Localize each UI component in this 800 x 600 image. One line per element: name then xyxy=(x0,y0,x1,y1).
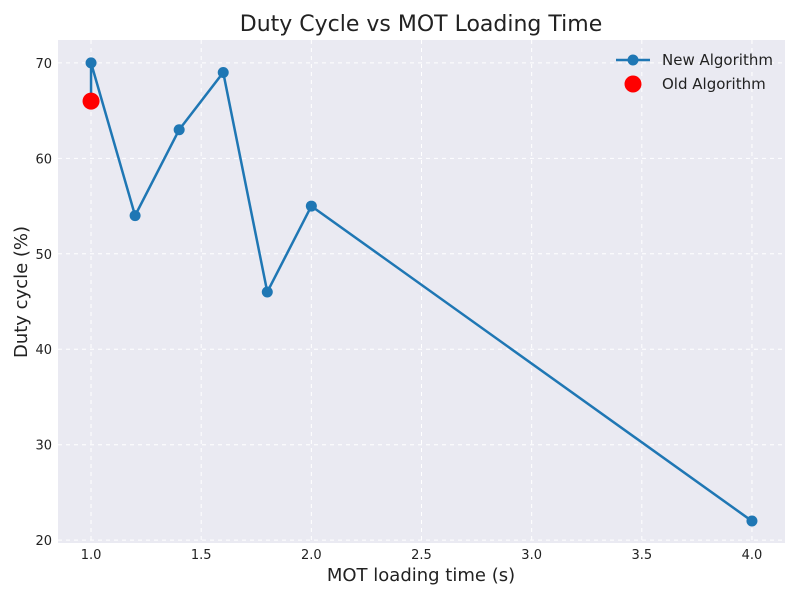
x-tick-label: 2.0 xyxy=(301,548,322,563)
new-algorithm-line xyxy=(89,62,753,523)
y-tick-label: 30 xyxy=(35,439,52,454)
new-algorithm-point xyxy=(129,210,141,222)
x-tick-label: 1.5 xyxy=(191,548,212,563)
y-tick-label: 40 xyxy=(35,343,52,358)
y-tick-label: 20 xyxy=(35,534,52,549)
new-algorithm-point xyxy=(85,57,97,69)
legend-old-algorithm-marker xyxy=(624,75,642,93)
new-algorithm-point xyxy=(261,286,273,298)
y-tick-label: 70 xyxy=(35,57,52,72)
legend-old-algorithm-label: Old Algorithm xyxy=(662,75,766,93)
x-axis-ticks: 1.0 1.5 2.0 2.5 3.0 3.5 4.0 xyxy=(81,548,763,563)
legend-new-algorithm-label: New Algorithm xyxy=(662,51,773,69)
chart-title: Duty Cycle vs MOT Loading Time xyxy=(240,12,602,37)
new-algorithm-point xyxy=(217,66,229,78)
new-algorithm-point xyxy=(305,200,317,212)
series-layer xyxy=(82,57,758,527)
legend: New Algorithm Old Algorithm xyxy=(616,51,773,93)
x-tick-label: 4.0 xyxy=(742,548,763,563)
grid-lines xyxy=(58,40,785,543)
x-tick-label: 3.0 xyxy=(521,548,542,563)
x-tick-label: 3.5 xyxy=(631,548,652,563)
legend-new-algorithm-marker xyxy=(627,54,639,66)
x-tick-label: 2.5 xyxy=(411,548,432,563)
x-axis-label: MOT loading time (s) xyxy=(327,565,515,586)
y-tick-label: 50 xyxy=(35,248,52,263)
y-axis-label: Duty cycle (%) xyxy=(11,226,32,358)
y-axis-ticks: 20 30 40 50 60 70 xyxy=(35,57,52,549)
old-algorithm-point xyxy=(82,92,100,110)
x-tick-label: 1.0 xyxy=(81,548,102,563)
new-algorithm-point xyxy=(746,515,758,527)
new-algorithm-point xyxy=(173,124,185,136)
y-tick-label: 60 xyxy=(35,152,52,167)
